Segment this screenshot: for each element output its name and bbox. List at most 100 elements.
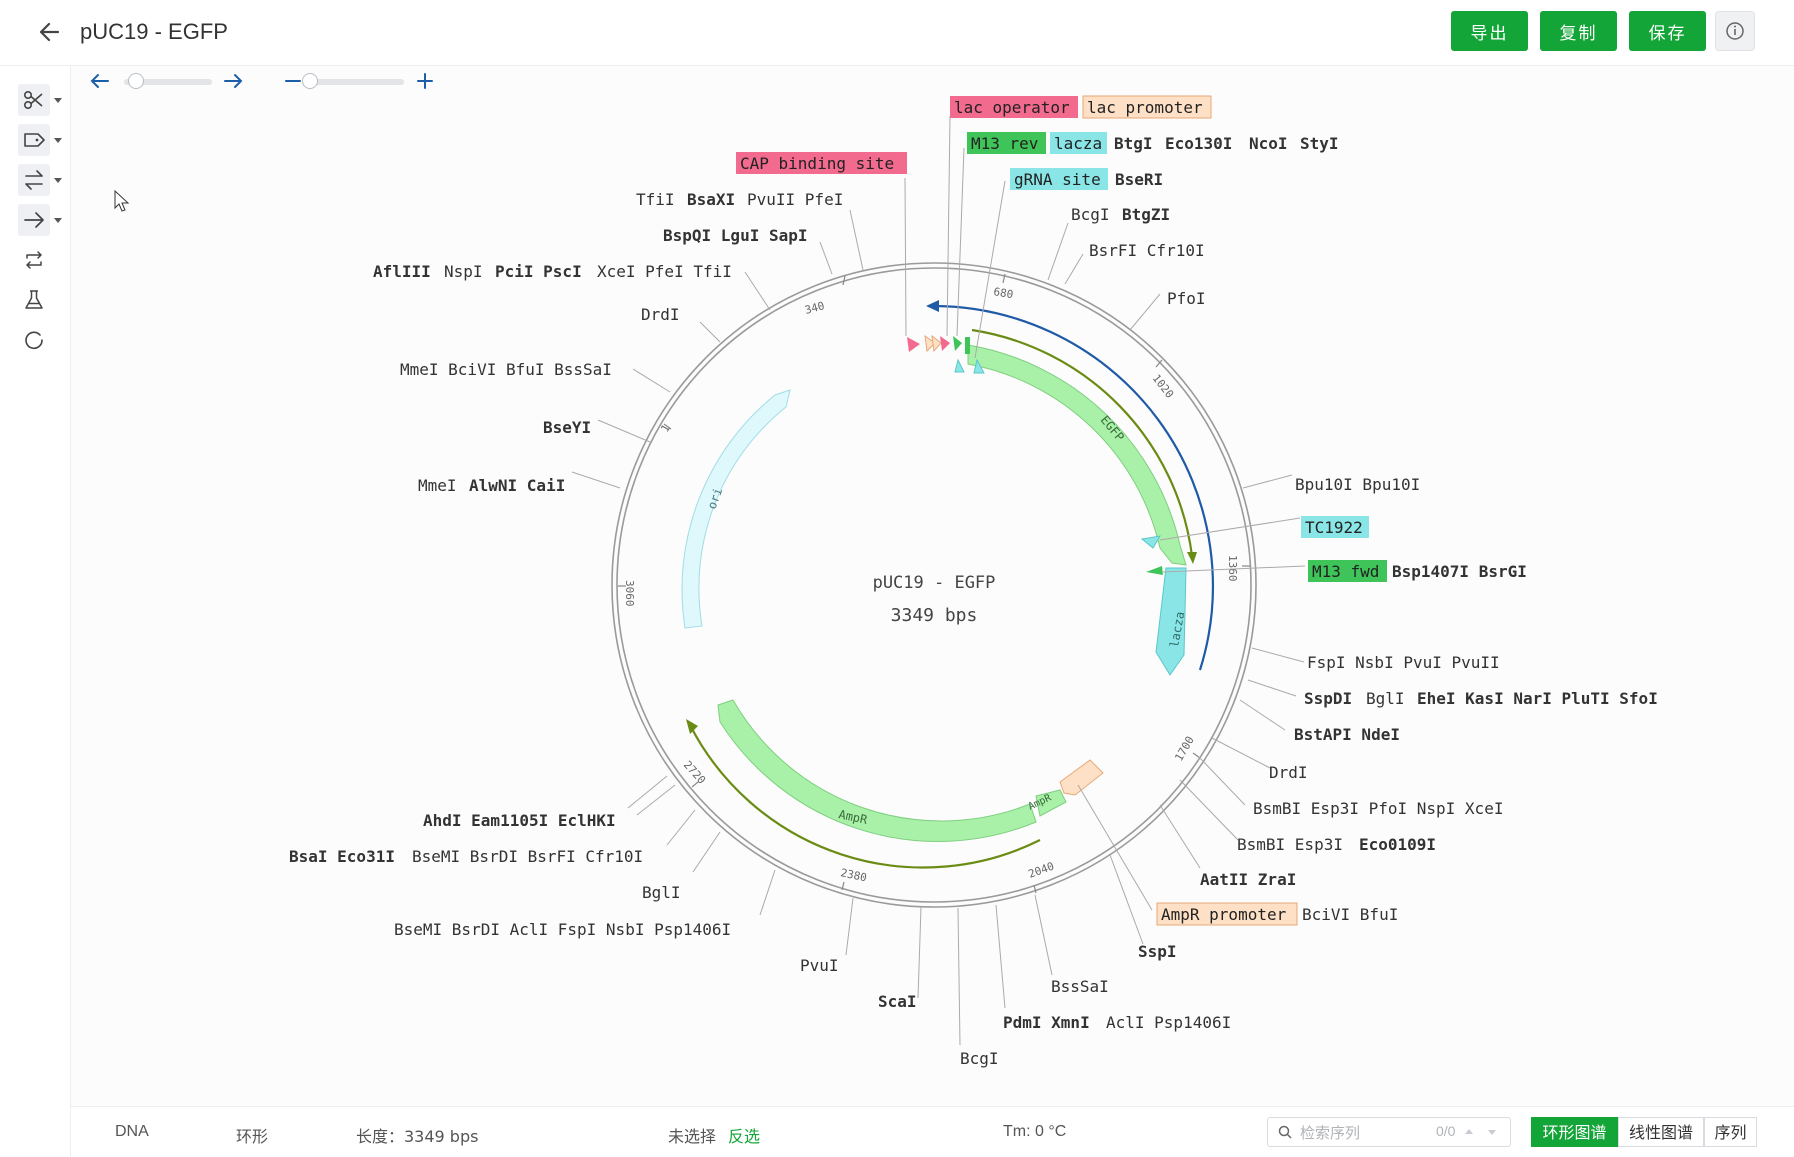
enzyme-ahdi-group[interactable]: AhdI Eam1105I EclHKI [423, 811, 616, 830]
rotate-slider-knob[interactable] [128, 73, 144, 89]
enzyme-bcivi-bfui[interactable]: BciVI BfuI [1302, 905, 1398, 924]
marker-lac-operator[interactable] [940, 336, 950, 351]
label-box-grna[interactable] [1010, 168, 1108, 190]
enzyme-fspi-group[interactable]: FspI NsbI PvuI PvuII [1307, 653, 1500, 672]
enzyme-btgzi[interactable]: BtgZI [1122, 205, 1170, 224]
label-box-lacza[interactable] [1050, 132, 1107, 154]
enzyme-scai[interactable]: ScaI [878, 992, 917, 1011]
enzyme-styi[interactable]: StyI [1300, 134, 1339, 153]
marker-lac-promoter-2[interactable] [931, 334, 942, 353]
chevron-down-icon[interactable] [53, 215, 63, 225]
enzyme-bsssai[interactable]: BssSaI [1051, 977, 1109, 996]
flask-tool[interactable] [18, 284, 50, 316]
enzyme-xcei-pfei-tfii[interactable]: XceI PfeI TfiI [597, 262, 732, 281]
enzyme-pvuii-pfei[interactable]: PvuII PfeI [747, 190, 843, 209]
enzyme-mmei-group[interactable]: MmeI BciVI BfuI BssSaI [400, 360, 612, 379]
refresh-tool[interactable] [18, 324, 50, 356]
rotate-slider[interactable] [124, 73, 212, 89]
enzyme-bpu10i[interactable]: Bpu10I Bpu10I [1295, 475, 1420, 494]
enzyme-bspqi-lgui-sapi[interactable]: BspQI LguI SapI [663, 226, 808, 245]
cut-tool[interactable] [18, 84, 50, 116]
enzyme-ehei-group[interactable]: EheI KasI NarI PluTI SfoI [1417, 689, 1658, 708]
tab-linear-map[interactable]: 线性图谱 [1618, 1117, 1704, 1147]
save-button[interactable]: 保存 [1629, 11, 1706, 51]
enzyme-sspdi[interactable]: SspDI [1304, 689, 1352, 708]
label-box-lac-operator[interactable] [950, 96, 1078, 118]
feature-ampr[interactable] [717, 699, 1037, 842]
enzyme-nspi-top[interactable]: NspI [444, 262, 483, 281]
feature-ampr-promoter[interactable] [1059, 759, 1104, 796]
enzyme-bsmbi-esp3i[interactable]: BsmBI Esp3I [1237, 835, 1343, 854]
marker-lacza-top[interactable] [954, 358, 965, 373]
enzyme-sspi[interactable]: SspI [1138, 942, 1177, 961]
enzyme-bseyi[interactable]: BseYI [543, 418, 591, 437]
enzyme-bsmbi-group1[interactable]: BsmBI Esp3I PfoI NspI XceI [1253, 799, 1503, 818]
export-button[interactable]: 导出 [1451, 11, 1528, 51]
zoom-in-button[interactable] [413, 69, 437, 93]
feature-egfp[interactable] [967, 344, 1187, 566]
enzyme-bsai-eco31i[interactable]: BsaI Eco31I [289, 847, 395, 866]
invert-selection-link[interactable]: 反选 [728, 1127, 761, 1146]
chevron-down-icon[interactable] [53, 135, 63, 145]
chevron-down-icon[interactable] [53, 175, 63, 185]
marker-cap[interactable] [907, 337, 920, 352]
marker-lac-promoter[interactable] [924, 334, 936, 353]
label-box-cap[interactable] [736, 152, 907, 174]
enzyme-btgi[interactable]: BtgI [1114, 134, 1153, 153]
zoom-slider-knob[interactable] [302, 73, 318, 89]
marker-m13-fwd[interactable] [1146, 566, 1163, 575]
enzyme-tfii[interactable]: TfiI [636, 190, 675, 209]
search-next-icon[interactable] [1486, 1126, 1498, 1138]
search-input[interactable] [1298, 1122, 1432, 1144]
swap-tool[interactable] [18, 164, 50, 196]
enzyme-ncoi[interactable]: NcoI [1249, 134, 1288, 153]
zoom-slider[interactable] [302, 73, 404, 89]
enzyme-acli-psp[interactable]: AclI Psp1406I [1106, 1013, 1231, 1032]
label-box-lac-promoter[interactable] [1082, 95, 1212, 119]
rotate-left-button[interactable] [88, 69, 112, 93]
tab-sequence[interactable]: 序列 [1704, 1117, 1757, 1147]
enzyme-pdmi-xmni[interactable]: PdmI XmnI [1003, 1013, 1090, 1032]
search-prev-icon[interactable] [1463, 1126, 1475, 1138]
zoom-out-button[interactable] [281, 69, 305, 93]
annotate-tool[interactable] [18, 124, 50, 156]
label-box-m13-fwd[interactable] [1308, 560, 1387, 582]
label-box-ampr-promoter[interactable] [1156, 902, 1298, 926]
enzyme-bgli-right[interactable]: BglI [1366, 689, 1405, 708]
copy-button[interactable]: 复制 [1540, 11, 1617, 51]
enzyme-pcii-psci[interactable]: PciI PscI [495, 262, 582, 281]
enzyme-bsrfi-cfr10i[interactable]: BsrFI Cfr10I [1089, 241, 1205, 260]
enzyme-mmei-2[interactable]: MmeI [418, 476, 457, 495]
chevron-down-icon[interactable] [53, 95, 63, 105]
enzyme-eco130i[interactable]: Eco130I [1165, 134, 1232, 153]
enzyme-afliii[interactable]: AflIII [373, 262, 431, 281]
feature-lacza[interactable] [1155, 567, 1187, 676]
enzyme-pfoi-top[interactable]: PfoI [1167, 289, 1206, 308]
rotate-right-button[interactable] [221, 69, 245, 93]
back-button[interactable] [36, 18, 64, 46]
marker-m13-rev[interactable] [953, 336, 962, 351]
enzyme-bstapi-ndei[interactable]: BstAPI NdeI [1294, 725, 1400, 744]
primer-tool[interactable] [18, 204, 50, 236]
enzyme-bsemi-group[interactable]: BseMI BsrDI AclI FspI NsbI Psp1406I [394, 920, 731, 939]
enzyme-bsemi-bsrdi-group[interactable]: BseMI BsrDI BsrFI Cfr10I [412, 847, 643, 866]
info-button[interactable] [1715, 11, 1755, 51]
tab-circular-map[interactable]: 环形图谱 [1531, 1117, 1618, 1147]
enzyme-bsp1407i-bsrgi[interactable]: Bsp1407I BsrGI [1392, 562, 1527, 581]
enzyme-aatii-zrai[interactable]: AatII ZraI [1200, 870, 1296, 889]
feature-ori[interactable] [681, 389, 791, 629]
enzyme-drdi-left[interactable]: DrdI [641, 305, 680, 324]
primer-arc-blue[interactable] [929, 304, 1214, 671]
marker-m13-block[interactable] [965, 337, 970, 354]
enzyme-eco0109i[interactable]: Eco0109I [1359, 835, 1436, 854]
label-box-tc1922[interactable] [1301, 516, 1369, 538]
label-box-m13-rev[interactable] [967, 132, 1046, 154]
loop-tool[interactable] [18, 244, 50, 276]
marker-grna[interactable] [973, 358, 985, 374]
enzyme-alwni-caii[interactable]: AlwNI CaiI [469, 476, 565, 495]
feature-ampr-small[interactable] [1035, 789, 1067, 817]
enzyme-drdi-right[interactable]: DrdI [1269, 763, 1308, 782]
enzyme-bsaxi[interactable]: BsaXI [687, 190, 735, 209]
primer-arc-olive-bottom[interactable] [689, 724, 1041, 869]
enzyme-bgli-left[interactable]: BglI [642, 883, 681, 902]
